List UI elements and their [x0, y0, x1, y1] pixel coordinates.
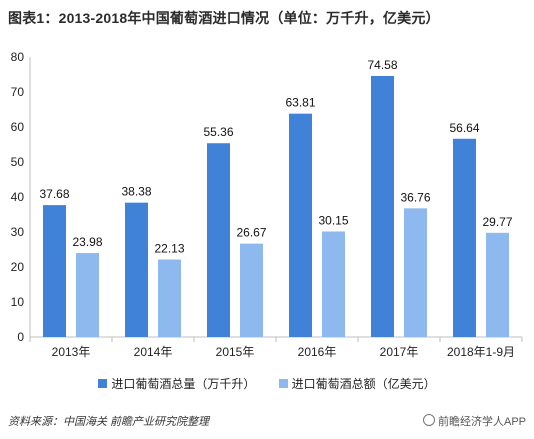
y-tick-label: 80 — [11, 50, 25, 64]
data-label: 22.13 — [154, 242, 184, 256]
x-tick-label: 2017年 — [380, 345, 419, 359]
data-label: 23.98 — [72, 235, 102, 249]
x-tick-label: 2015年 — [216, 345, 255, 359]
y-tick-label: 50 — [11, 155, 25, 169]
bar-value — [158, 259, 181, 337]
bar-volume — [43, 205, 66, 337]
y-tick-label: 40 — [11, 190, 25, 204]
data-label: 29.77 — [482, 215, 512, 229]
bar-value — [76, 253, 99, 337]
y-tick-label: 70 — [11, 85, 25, 99]
bar-value — [404, 208, 427, 337]
data-label: 63.81 — [285, 96, 315, 110]
data-label: 37.68 — [39, 187, 69, 201]
x-tick-label: 2016年 — [298, 345, 337, 359]
bar-volume — [207, 143, 230, 337]
y-tick-label: 0 — [17, 330, 24, 344]
data-label: 26.67 — [236, 226, 266, 240]
legend-swatch-volume — [98, 379, 108, 388]
chart-axes: 0 10 20 30 40 50 60 70 80 2013年 2014年 2015年 2016年 201… — [11, 50, 523, 359]
bar-volume — [125, 202, 148, 337]
chart-legend: 进口葡萄酒总量（万千升） 进口葡萄酒总额（亿美元） — [0, 375, 534, 392]
data-source: 资料来源：中国海关 前瞻产业研究院整理 — [8, 416, 210, 428]
brand-icon — [422, 414, 435, 426]
chart-labels: 37.68 23.98 38.38 22.13 55.36 26.67 63.81 30.15… — [39, 58, 512, 256]
data-label: 38.38 — [121, 185, 151, 199]
legend-item-volume: 进口葡萄酒总量（万千升） — [98, 375, 255, 392]
y-tick-label: 10 — [11, 295, 25, 309]
data-label: 30.15 — [318, 213, 348, 227]
data-label: 36.76 — [400, 190, 430, 204]
bar-value — [486, 232, 509, 337]
chart-bars — [43, 75, 509, 337]
brand-logo: 前瞻经济学人APP — [422, 413, 526, 429]
data-label: 55.36 — [203, 125, 233, 139]
x-tick-label: 2014年 — [134, 345, 173, 359]
data-label: 56.64 — [449, 121, 479, 135]
bar-value — [322, 231, 345, 337]
data-label: 74.58 — [367, 58, 397, 72]
y-tick-label: 20 — [11, 260, 25, 274]
chart-title: 图表1：2013-2018年中国葡萄酒进口情况（单位：万千升，亿美元） — [8, 10, 440, 26]
y-tick-label: 30 — [11, 225, 25, 239]
x-tick-label: 2013年 — [52, 345, 91, 359]
bar-volume — [289, 113, 312, 337]
bar-volume — [371, 75, 394, 337]
legend-label-volume: 进口葡萄酒总量（万千升） — [111, 377, 256, 391]
legend-swatch-value — [278, 379, 288, 388]
bar-value — [240, 243, 263, 337]
brand-name: 前瞻经济学人APP — [437, 416, 526, 428]
bar-volume — [453, 138, 476, 337]
legend-item-value: 进口葡萄酒总额（亿美元） — [278, 375, 436, 392]
legend-label-value: 进口葡萄酒总额（亿美元） — [291, 377, 436, 391]
x-tick-label: 2018年1-9月 — [447, 345, 515, 359]
y-tick-label: 60 — [11, 120, 25, 134]
